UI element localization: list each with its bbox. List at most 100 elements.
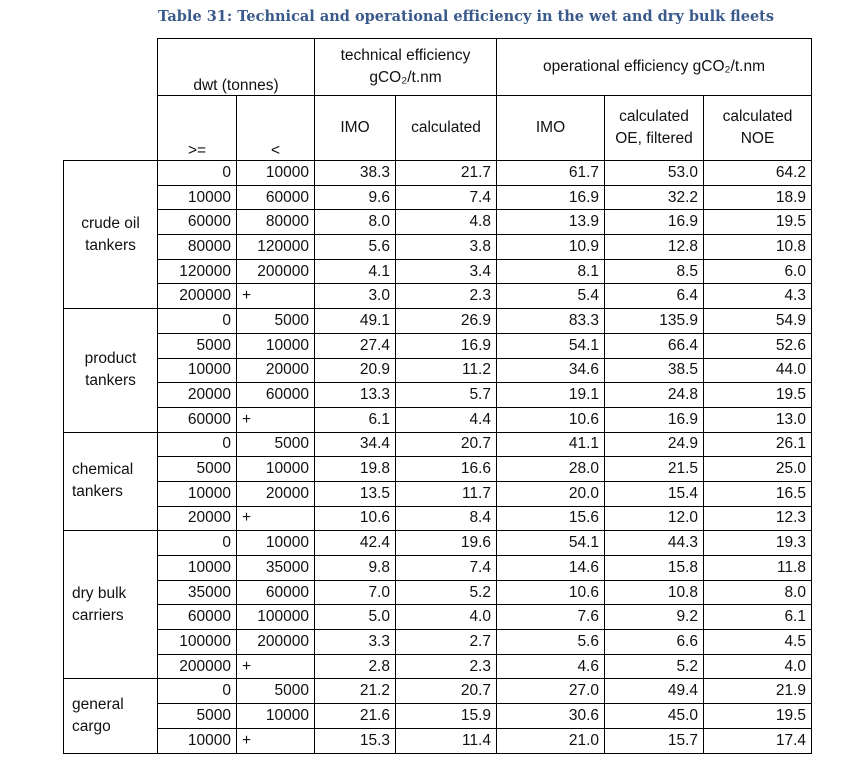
calc-noe-cell: 11.8 <box>703 555 812 581</box>
tech-imo-cell: 27.4 <box>314 332 396 359</box>
calc-oe-filtered-cell: 49.4 <box>604 678 704 705</box>
tech-imo-cell: 5.6 <box>314 234 396 260</box>
table-row: 10000 60000 9.6 7.4 16.9 32.2 18.9 <box>64 184 812 211</box>
tech-imo-cell: 19.8 <box>314 456 396 482</box>
tech-calculated-cell: 20.7 <box>395 431 497 458</box>
tech-imo-cell: 5.0 <box>314 604 396 631</box>
dwt-from-cell: 10000 <box>157 184 237 211</box>
calc-oe-line-2: OE, filtered <box>615 130 693 147</box>
table-row: 200000 +2.8 2.3 4.6 5.2 4.0 <box>64 653 812 680</box>
table-row: 10000 20000 20.9 11.2 34.6 38.5 44.0 <box>64 357 812 384</box>
dwt-from-cell: 0 <box>157 431 237 458</box>
calc-oe-filtered-cell: 8.5 <box>604 258 704 285</box>
table-row: 60000 +6.1 4.4 10.6 16.9 13.0 <box>64 406 812 433</box>
group-label-line: general <box>72 695 124 713</box>
oper-imo-cell: 10.9 <box>496 234 605 260</box>
tech-imo-cell: 3.3 <box>314 629 396 655</box>
calc-noe-cell: 19.5 <box>703 703 812 729</box>
operational-efficiency-header: operational efficiency gCO₂/t.nm <box>496 38 812 96</box>
table-row: dry bulk carriers 0 10000 42.4 19.6 54.1 44.3 19… <box>63 530 812 680</box>
dwt-from-cell: 0 <box>157 308 237 334</box>
calc-noe-cell: 6.0 <box>703 258 812 285</box>
table-row: general cargo 0 5000 21.2 20.7 27.0 49.4 21.9 <box>63 678 812 754</box>
tech-imo-cell: 49.1 <box>314 308 396 334</box>
tech-calculated-cell: 16.9 <box>395 332 497 359</box>
tech-calculated-cell: 4.8 <box>395 209 497 236</box>
tech-calculated-cell: 26.9 <box>395 308 497 334</box>
dwt-from-cell: 20000 <box>157 505 237 532</box>
dwt-from-cell: 60000 <box>157 604 237 631</box>
calc-noe-line-1: calculated <box>722 108 793 125</box>
oper-imo-cell: 10.6 <box>496 579 605 606</box>
dwt-to-cell: 35000 <box>236 555 315 581</box>
tech-calculated-cell: 5.2 <box>395 579 497 606</box>
oper-imo-header: IMO <box>496 95 605 161</box>
calc-noe-cell: 13.0 <box>703 406 812 433</box>
table-row: crude oil tankers 0 10000 38.3 21.7 61.7 53.0 64… <box>63 159 812 310</box>
oper-imo-cell: 41.1 <box>496 431 605 458</box>
dwt-from-cell: 5000 <box>157 332 237 359</box>
calc-oe-filtered-cell: 9.2 <box>604 604 704 631</box>
oper-imo-cell: 4.6 <box>496 653 605 680</box>
technical-header-line-2: gCO₂/t.nm <box>369 69 442 86</box>
oper-imo-cell: 10.6 <box>496 406 605 433</box>
tech-calculated-cell: 2.3 <box>395 283 497 310</box>
table-row: 5000 10000 27.4 16.9 54.1 66.4 52.6 <box>64 332 812 359</box>
tech-calculated-cell: 11.4 <box>395 727 497 754</box>
tech-calculated-cell: 20.7 <box>395 678 497 705</box>
calc-noe-cell: 8.0 <box>703 579 812 606</box>
calc-oe-filtered-cell: 53.0 <box>604 160 704 186</box>
oer-calc-oe-header: calculated OE, filtered <box>604 95 704 161</box>
dwt-to-cell: 5000 <box>236 678 315 705</box>
calc-oe-filtered-cell: 15.8 <box>604 555 704 581</box>
dwt-from-cell: 100000 <box>157 629 237 655</box>
oper-imo-cell: 15.6 <box>496 505 605 532</box>
tech-imo-cell: 7.0 <box>314 579 396 606</box>
dwt-to-cell: 200000 <box>236 629 315 655</box>
dwt-to-cell: 10000 <box>236 160 315 186</box>
group-label-line: crude oil <box>81 214 140 232</box>
table-row: 100000 200000 3.3 2.7 5.6 6.6 4.5 <box>64 629 812 655</box>
oper-imo-cell: 14.6 <box>496 555 605 581</box>
tech-imo-cell: 13.3 <box>314 382 396 408</box>
calc-noe-cell: 21.9 <box>703 678 812 705</box>
tech-calculated-cell: 15.9 <box>395 703 497 729</box>
calc-oe-filtered-cell: 44.3 <box>604 530 704 556</box>
dwt-to-cell: 5000 <box>236 431 315 458</box>
table-row: 200000 +3.0 2.3 5.4 6.4 4.3 <box>64 283 812 310</box>
tech-calculated-cell: 4.0 <box>395 604 497 631</box>
dwt-header: dwt (tonnes) <box>157 38 315 96</box>
group-label-line: tankers <box>72 483 123 501</box>
group-label-line: chemical <box>72 461 134 479</box>
dwt-to-cell: 20000 <box>236 357 315 384</box>
oper-imo-cell: 61.7 <box>496 160 605 186</box>
tech-imo-cell: 8.0 <box>314 209 396 236</box>
calc-oe-filtered-cell: 12.8 <box>604 234 704 260</box>
dwt-from-cell: 200000 <box>157 283 237 310</box>
calc-noe-cell: 6.1 <box>703 604 812 631</box>
dwt-to-cell: + <box>236 283 315 310</box>
calc-noe-cell: 18.9 <box>703 184 812 211</box>
tech-imo-cell: 10.6 <box>314 505 396 532</box>
oper-imo-cell: 83.3 <box>496 308 605 334</box>
dwt-from-cell: 5000 <box>157 456 237 482</box>
table-row: chemical tankers 0 5000 34.4 20.7 41.1 24.9 26.1 <box>63 431 812 532</box>
calc-oe-filtered-cell: 135.9 <box>604 308 704 334</box>
group-label-line: dry bulk <box>72 584 127 602</box>
oper-imo-cell: 8.1 <box>496 258 605 285</box>
tech-imo-cell: 38.3 <box>314 160 396 186</box>
calc-noe-cell: 26.1 <box>703 431 812 458</box>
tech-calculated-cell: 7.4 <box>395 555 497 581</box>
dwt-to-cell: + <box>236 653 315 680</box>
calc-oe-filtered-cell: 6.4 <box>604 283 704 310</box>
calc-noe-cell: 19.3 <box>703 530 812 556</box>
dwt-from-cell: 80000 <box>157 234 237 260</box>
dwt-from-cell: 60000 <box>157 406 237 433</box>
tech-calculated-cell: 4.4 <box>395 406 497 433</box>
oper-imo-cell: 19.1 <box>496 382 605 408</box>
oper-imo-cell: 54.1 <box>496 332 605 359</box>
dwt-from-cell: 120000 <box>157 258 237 285</box>
table-row: 5000 10000 21.6 15.9 30.6 45.0 19.5 <box>64 703 812 729</box>
table-row: 60000 100000 5.0 4.0 7.6 9.2 6.1 <box>64 604 812 631</box>
tech-imo-cell: 20.9 <box>314 357 396 384</box>
